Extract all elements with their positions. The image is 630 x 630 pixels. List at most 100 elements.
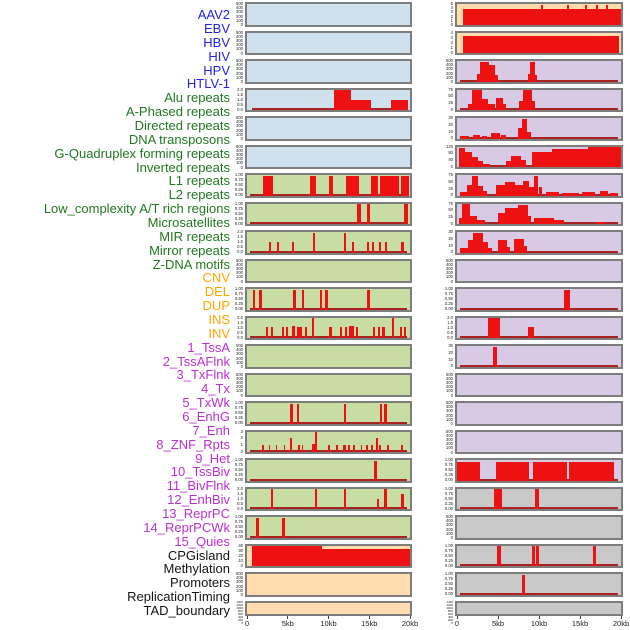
signal-bar (488, 248, 492, 253)
y-tick-value: 0.00 (444, 591, 453, 597)
signal-bar (344, 326, 347, 338)
y-tick-value: 0.50 (444, 296, 453, 302)
y-tick-value: 200 (446, 384, 453, 390)
x-axis-label: 20kb (401, 618, 419, 628)
signal-bar (348, 445, 350, 452)
y-tick-value: 1.0 (447, 324, 453, 330)
row-label-3-txflnk: 3_TxFlnk (176, 367, 230, 383)
y-tick-value: 0 (450, 249, 453, 255)
signal-bar (313, 232, 316, 253)
y-tick-value: 0 (450, 192, 453, 198)
signal-bar (498, 212, 505, 224)
y-tick-value: 400 (236, 575, 243, 581)
track-plot-area (247, 289, 410, 310)
y-tick-value: 400 (446, 375, 453, 381)
signal-bar (502, 103, 507, 110)
track-plot-area (247, 574, 410, 595)
signal-bar (312, 318, 315, 338)
track-dup-panel1 (245, 600, 412, 616)
y-axis-ticks-14-reprpcwk: 500 400 300 200 100 0 (438, 429, 453, 455)
track-plot-area (457, 318, 621, 338)
signal-bar (506, 160, 512, 167)
signal-baseline (460, 136, 618, 139)
row-label-mir-repeats: MIR repeats (159, 228, 230, 244)
y-tick-value: 0.75 (234, 405, 243, 411)
row-label-tad-boundary: TAD_boundary (143, 603, 230, 619)
signal-bar (315, 431, 318, 452)
y-tick-value: 1.0 (237, 239, 243, 245)
y-tick-value: 1.0 (237, 495, 243, 501)
y-tick-value: 200 (446, 526, 453, 532)
x-axis-panel1: 0 5kb 10kb 15kb 20kb (245, 615, 418, 630)
y-tick-value: 1.5 (237, 490, 243, 496)
signal-bar (471, 175, 479, 196)
row-label-4-tx: 4_Tx (201, 381, 230, 397)
signal-bar (372, 326, 375, 338)
signal-baseline (250, 193, 407, 196)
y-tick-value: 100 (236, 131, 243, 137)
y-axis-ticks-cnv: 40 30 20 10 0 (228, 543, 243, 569)
y-tick-value: 1.00 (444, 485, 453, 491)
track-plot-area (247, 546, 410, 566)
signal-bar (566, 4, 569, 25)
y-tick-value: 0 (450, 22, 453, 28)
y-tick-value: 0 (450, 278, 453, 284)
signal-bar (468, 240, 476, 253)
track-plot-area (247, 431, 410, 452)
y-tick-value: 100 (446, 74, 453, 80)
signal-bar (552, 148, 590, 167)
y-tick-value: 0.50 (234, 467, 243, 473)
track-10-tssbiv-panel2 (455, 315, 623, 340)
signal-bar (531, 100, 535, 110)
signal-bar (385, 242, 388, 253)
signal-bar (403, 326, 406, 338)
signal-bar (374, 460, 378, 481)
track-plot-area (247, 118, 410, 139)
y-tick-value: 0.0 (447, 334, 453, 340)
signal-bar (532, 151, 553, 167)
signal-bar (522, 118, 528, 139)
signal-bar (520, 160, 526, 167)
y-tick-value: 0.00 (444, 477, 453, 483)
y-tick-value: 400 (236, 375, 243, 381)
y-tick-value: 100 (446, 274, 453, 280)
signal-baseline (250, 507, 407, 509)
y-tick-value: 1.00 (234, 286, 243, 291)
signal-baseline (460, 336, 618, 338)
y-tick-value: 1.00 (234, 457, 243, 462)
y-tick-value: 100 (446, 530, 453, 536)
y-axis-ticks-hpv: 500 400 300 200 100 0 (228, 115, 243, 140)
signal-bar (488, 103, 495, 110)
signal-bar (527, 74, 531, 82)
y-tick-value: 25 (448, 100, 453, 106)
track-ins-panel2 (455, 2, 623, 27)
y-axis-ticks-mirror-repeats: 2.0 1.5 1.0 0.5 0.0 (228, 486, 243, 512)
y-tick-value: 0.75 (234, 177, 243, 183)
y-tick-value: 0 (450, 449, 453, 455)
y-tick-value: 300 (446, 265, 453, 271)
signal-bar (531, 546, 535, 566)
y-tick-value: 1.00 (444, 286, 453, 291)
signal-bar (568, 461, 615, 481)
y-tick-value: 1.0 (237, 96, 243, 102)
y-tick-value: 200 (446, 270, 453, 276)
y-tick-value: 600 (237, 611, 243, 616)
signal-bar (545, 191, 559, 196)
track-plot-area (457, 460, 621, 481)
signal-baseline (250, 535, 407, 538)
row-label-5-txwk: 5_TxWk (182, 395, 230, 411)
y-axis-ticks-alu-repeats: 1.00 0.75 0.50 0.25 0.00 (228, 172, 243, 198)
signal-bar (255, 517, 259, 538)
y-tick-value: 30 (448, 343, 453, 348)
signal-bar (367, 289, 370, 310)
signal-bar (493, 346, 498, 367)
track-plot-area (247, 204, 410, 224)
signal-bar (529, 187, 535, 196)
y-tick-value: 0.50 (234, 210, 243, 216)
signal-bar (599, 191, 609, 196)
y-tick-value: 10 (238, 557, 243, 563)
signal-bar (290, 438, 293, 452)
signal-bar (588, 147, 621, 167)
y-tick-value: 75 (448, 172, 453, 177)
y-tick-value: 3 (240, 428, 243, 434)
